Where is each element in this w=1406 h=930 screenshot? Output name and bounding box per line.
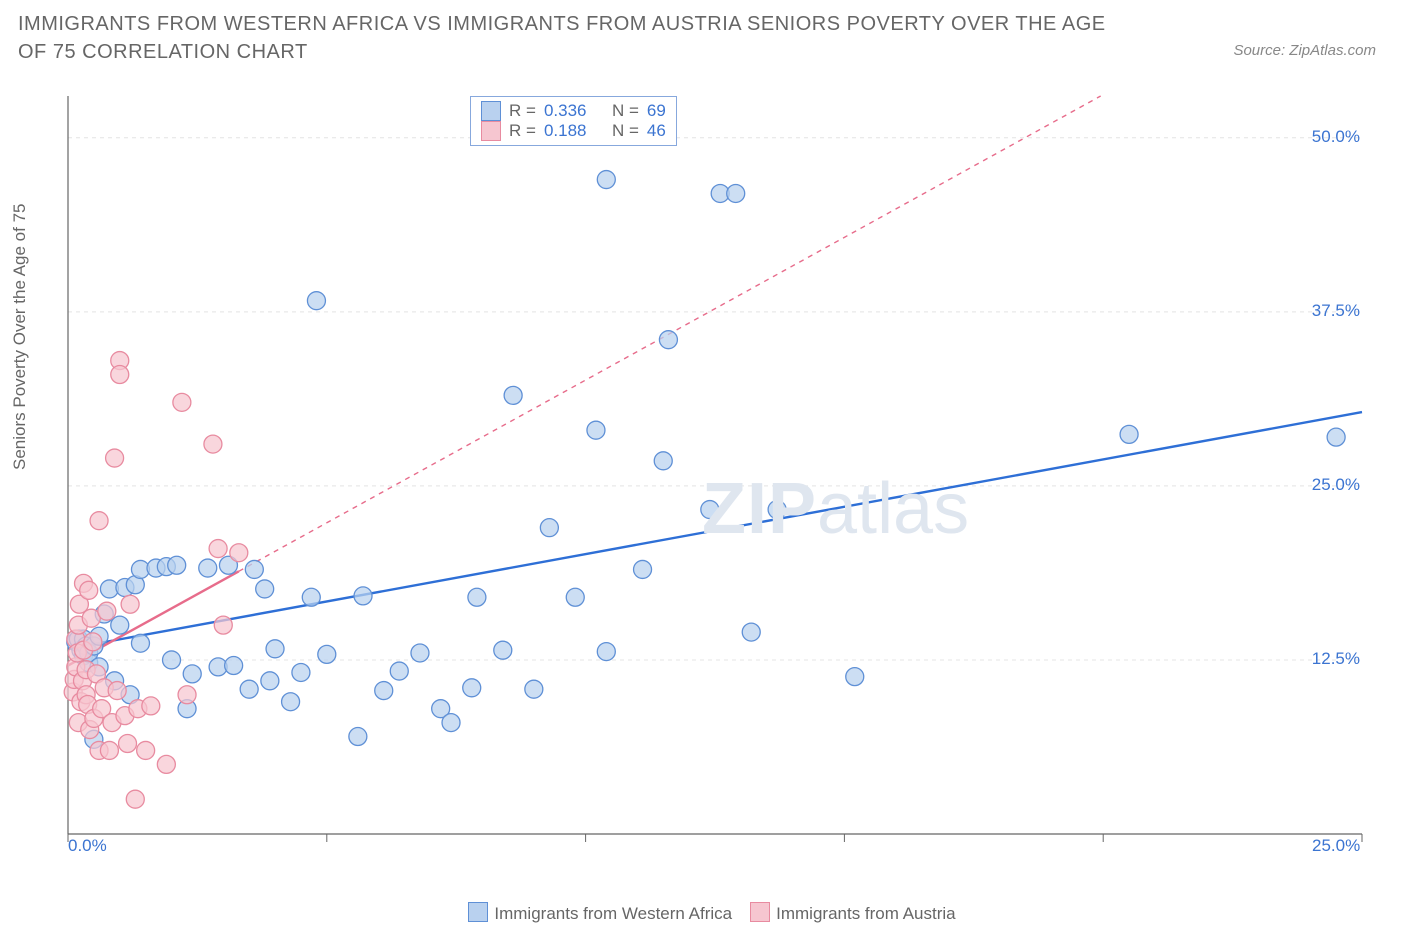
stat-swatch [481, 101, 501, 121]
chart-title: IMMIGRANTS FROM WESTERN AFRICA VS IMMIGR… [18, 10, 1118, 66]
x-tick-label: 25.0% [1312, 836, 1360, 856]
stat-r-value: 0.336 [544, 101, 587, 121]
y-tick-label: 25.0% [1312, 475, 1360, 495]
chart-area: ZIPatlas R = 0.336 N = 69 R = 0.188 N = … [62, 88, 1372, 860]
stat-n-label: N = [612, 121, 639, 141]
legend-swatch-austria [750, 902, 770, 922]
stat-r-label: R = [509, 101, 536, 121]
legend-label-austria: Immigrants from Austria [776, 904, 956, 923]
source-attribution: Source: ZipAtlas.com [1233, 42, 1376, 59]
legend-label-western-africa: Immigrants from Western Africa [494, 904, 732, 923]
stat-swatch [481, 121, 501, 141]
stat-n-label: N = [612, 101, 639, 121]
stat-n-value: 46 [647, 121, 666, 141]
stat-r-label: R = [509, 121, 536, 141]
legend-swatch-western-africa [468, 902, 488, 922]
stat-n-value: 69 [647, 101, 666, 121]
y-tick-label: 37.5% [1312, 301, 1360, 321]
y-tick-label: 12.5% [1312, 649, 1360, 669]
y-axis-label: Seniors Poverty Over the Age of 75 [10, 204, 30, 470]
x-tick-label: 0.0% [68, 836, 107, 856]
y-tick-label: 50.0% [1312, 127, 1360, 147]
scatter-chart-svg [62, 88, 1372, 860]
stat-r-value: 0.188 [544, 121, 587, 141]
correlation-stats-box: R = 0.336 N = 69 R = 0.188 N = 46 [470, 96, 677, 146]
series-legend: Immigrants from Western Africa Immigrants… [0, 902, 1406, 924]
